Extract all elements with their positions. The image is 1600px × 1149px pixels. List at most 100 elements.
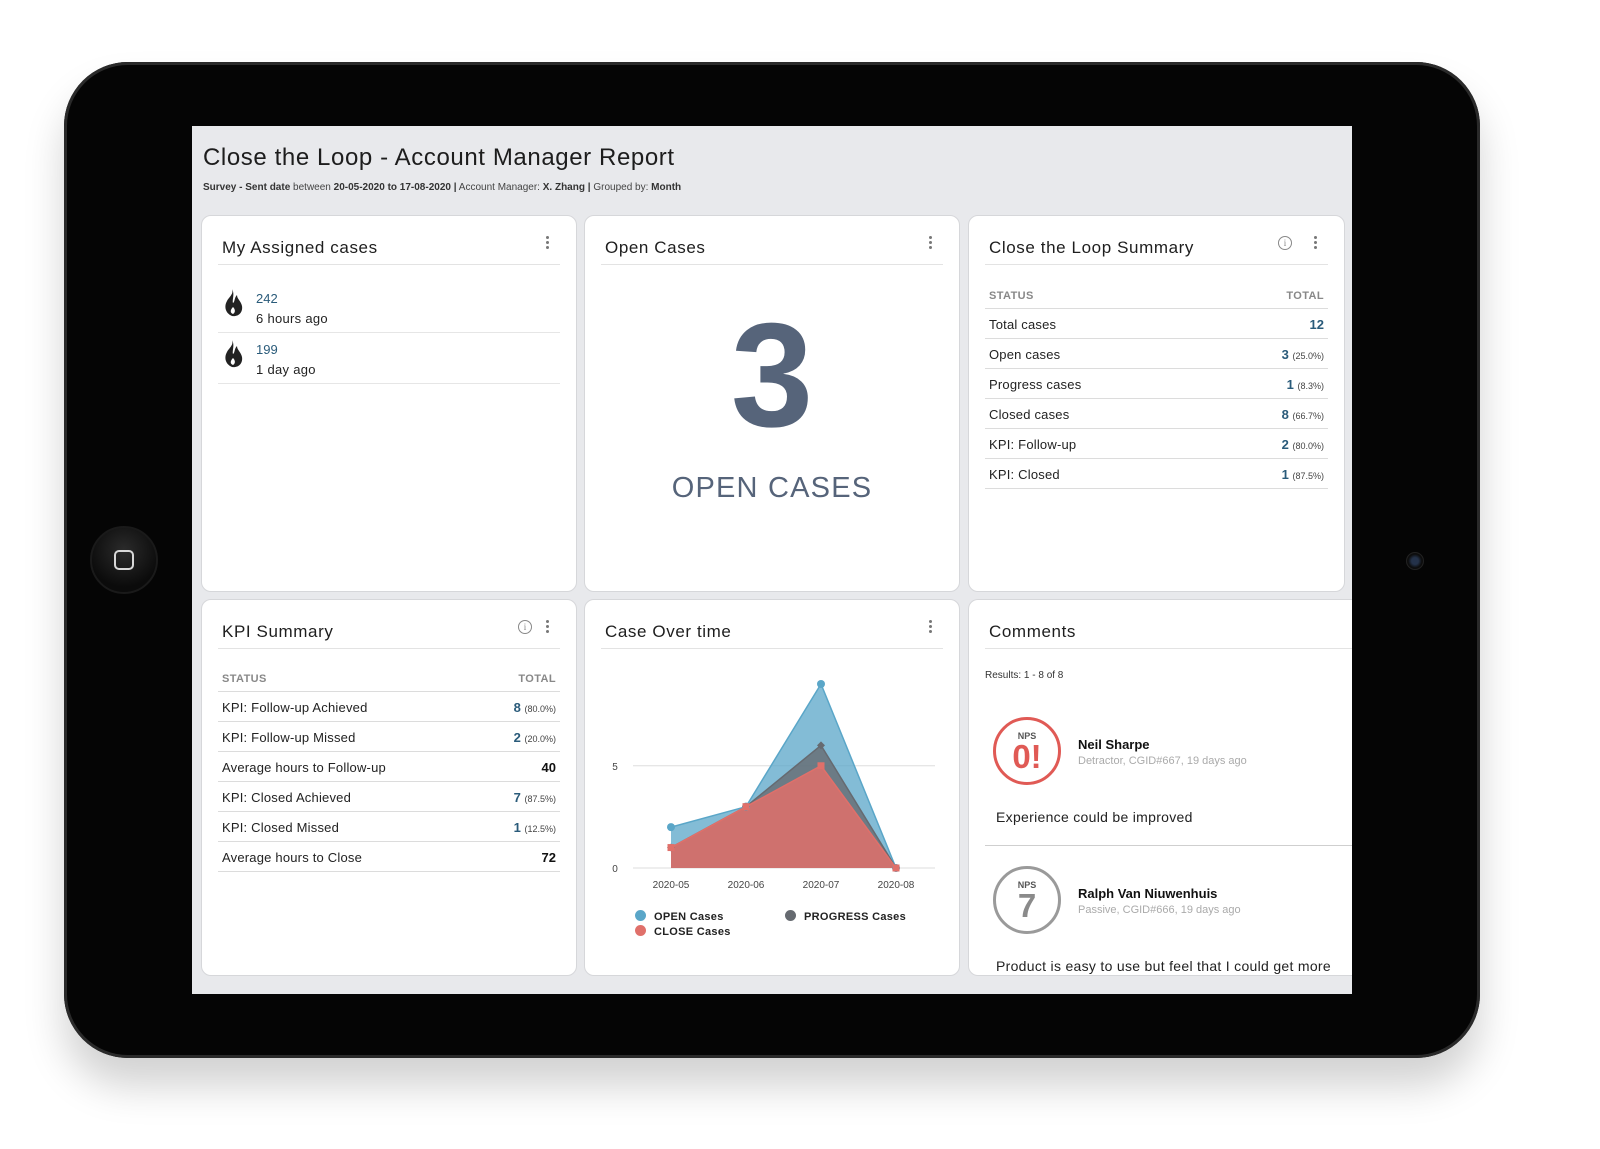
- row-percent: (66.7%): [1292, 411, 1324, 421]
- status-column-header: STATUS: [222, 673, 267, 685]
- legend-label: PROGRESS Cases: [804, 911, 907, 923]
- legend-dot: [635, 910, 646, 921]
- x-tick-label: 2020-06: [728, 880, 765, 891]
- more-menu-icon[interactable]: [929, 620, 933, 635]
- table-row: KPI: Closed 1 (87.5%): [985, 459, 1328, 489]
- divider: [601, 648, 943, 649]
- comments-card: Comments Results: 1 - 8 of 8 NPS 0! Neil…: [968, 599, 1352, 976]
- row-label: KPI: Closed Achieved: [222, 790, 352, 805]
- row-label: KPI: Closed: [989, 467, 1060, 482]
- row-percent: (8.3%): [1297, 381, 1324, 391]
- status-column-header: STATUS: [989, 290, 1034, 302]
- flame-icon: [225, 289, 243, 317]
- more-menu-icon[interactable]: [546, 620, 550, 635]
- flame-icon: [225, 340, 243, 368]
- table-row: KPI: Closed Achieved 7 (87.5%): [218, 782, 560, 812]
- legend-item-close[interactable]: CLOSE Cases: [635, 925, 731, 938]
- case-over-time-card: Case Over time 0 5 2020-05 2020-06 2020-07 20…: [584, 599, 960, 976]
- row-label: KPI: Closed Missed: [222, 820, 340, 835]
- more-menu-icon[interactable]: [1314, 236, 1318, 251]
- card-title: Case Over time: [605, 622, 732, 641]
- row-label: Average hours to Close: [222, 850, 363, 865]
- row-label: Average hours to Follow-up: [222, 760, 386, 775]
- total-column-header: TOTAL: [518, 673, 556, 685]
- list-item[interactable]: 242 6 hours ago: [218, 282, 560, 333]
- case-time: 6 hours ago: [256, 311, 328, 326]
- legend-label: OPEN Cases: [654, 911, 724, 923]
- row-label: KPI: Follow-up Achieved: [222, 700, 368, 715]
- case-time: 1 day ago: [256, 362, 316, 377]
- open-cases-label: OPEN CASES: [671, 472, 873, 504]
- row-value: 2: [513, 730, 521, 745]
- card-title: Close the Loop Summary: [989, 238, 1195, 257]
- home-button[interactable]: [90, 526, 158, 594]
- kpi-summary-card: KPI Summary i STATUS TOTAL KPI: Follow-u…: [201, 599, 577, 976]
- table-header: STATUS TOTAL: [985, 290, 1328, 309]
- table-row: KPI: Closed Missed 1 (12.5%): [218, 812, 560, 842]
- table-row: KPI: Follow-up 2 (80.0%): [985, 429, 1328, 459]
- dashboard-screen: Close the Loop - Account Manager Report …: [192, 126, 1352, 994]
- comment-text: Product is easy to use but feel that I c…: [996, 958, 1331, 974]
- comment-meta: Passive, CGID#666, 19 days ago: [1078, 904, 1241, 916]
- results-count: Results: 1 - 8 of 8: [985, 670, 1064, 681]
- row-value: 40: [541, 760, 556, 775]
- report-subtitle: Survey - Sent date between 20-05-2020 to…: [203, 182, 681, 193]
- manager-name: X. Zhang: [542, 182, 585, 193]
- card-title: KPI Summary: [222, 622, 334, 641]
- row-value: 8: [1281, 407, 1289, 422]
- row-label: Total cases: [989, 317, 1057, 332]
- survey-label: Survey - Sent date: [203, 182, 291, 193]
- y-tick-label: 5: [612, 762, 618, 773]
- table-row: Total cases 12: [985, 309, 1328, 339]
- separator: |: [587, 182, 591, 193]
- y-tick-label: 0: [612, 864, 618, 875]
- comment-meta: Detractor, CGID#667, 19 days ago: [1078, 755, 1247, 767]
- nps-badge: NPS 0!: [993, 717, 1061, 785]
- row-value: 3: [1281, 347, 1289, 362]
- comment-text: Experience could be improved: [996, 809, 1193, 825]
- nps-score: 0!: [1012, 738, 1042, 775]
- table-row: KPI: Follow-up Achieved 8 (80.0%): [218, 692, 560, 722]
- row-label: KPI: Follow-up Missed: [222, 730, 356, 745]
- divider: [985, 845, 1352, 846]
- more-menu-icon[interactable]: [929, 236, 933, 251]
- row-value: 2: [1281, 437, 1289, 452]
- table-row: Closed cases 8 (66.7%): [985, 399, 1328, 429]
- legend-dot: [785, 910, 796, 921]
- info-icon[interactable]: i: [1278, 236, 1292, 250]
- manager-label: Account Manager:: [458, 182, 540, 193]
- info-icon[interactable]: i: [518, 620, 532, 634]
- home-square-icon: [114, 550, 134, 570]
- row-percent: (80.0%): [1292, 441, 1324, 451]
- legend-item-open[interactable]: OPEN Cases: [635, 910, 724, 923]
- grouped-label: Grouped by:: [593, 182, 649, 193]
- card-title: Comments: [989, 622, 1076, 641]
- legend-dot: [635, 925, 646, 936]
- row-label: Progress cases: [989, 377, 1082, 392]
- legend-item-progress[interactable]: PROGRESS Cases: [785, 910, 906, 923]
- open-cases-count: 3: [730, 293, 814, 458]
- legend-label: CLOSE Cases: [654, 926, 731, 938]
- data-point-close: [817, 762, 825, 770]
- x-tick-label: 2020-07: [803, 880, 840, 891]
- row-label: Closed cases: [989, 407, 1070, 422]
- row-value: 1: [1286, 377, 1294, 392]
- x-tick-label: 2020-05: [653, 880, 690, 891]
- data-point-close: [742, 803, 750, 811]
- nps-label: NPS: [1017, 880, 1037, 890]
- case-id-link[interactable]: 199: [256, 342, 278, 357]
- row-label: Open cases: [989, 347, 1061, 362]
- line-open: [670, 682, 897, 869]
- divider: [985, 648, 1352, 649]
- x-tick-label: 2020-08: [878, 880, 915, 891]
- date-range: 20-05-2020 to 17-08-2020: [333, 182, 451, 193]
- list-item[interactable]: 199 1 day ago: [218, 333, 560, 384]
- table-row: KPI: Follow-up Missed 2 (20.0%): [218, 722, 560, 752]
- divider: [218, 648, 560, 649]
- line-close: [670, 764, 897, 869]
- more-menu-icon[interactable]: [546, 236, 550, 251]
- case-id-link[interactable]: 242: [256, 291, 278, 306]
- row-percent: (87.5%): [524, 794, 556, 804]
- data-point-close: [892, 864, 900, 872]
- commenter-name: Ralph Van Niuwenhuis: [1078, 886, 1218, 901]
